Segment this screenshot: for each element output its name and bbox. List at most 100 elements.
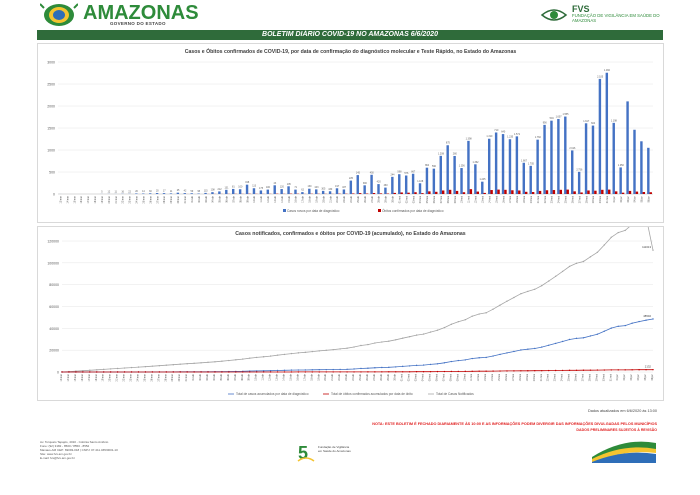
x-tick-label: 06/jun	[651, 373, 654, 380]
bar-data-label: 100	[238, 186, 243, 189]
x-tick-label: 04/mai	[419, 196, 422, 204]
confirmed-point	[360, 367, 362, 370]
bar-data-label: 1.362	[473, 161, 480, 164]
x-tick-label: 02/mai	[405, 196, 408, 204]
deaths-point	[506, 370, 508, 372]
bar-data-label: 225	[349, 177, 354, 180]
bar-deaths	[421, 193, 424, 194]
x-tick-label: 18/abr	[310, 374, 313, 381]
x-tick-label: 02/abr	[198, 196, 201, 203]
deaths-point	[151, 371, 154, 373]
x-tick-label: 29/mar	[171, 374, 174, 382]
x-tick-label: 27/abr	[371, 196, 374, 203]
eye-icon	[540, 9, 568, 21]
x-tick-label: 30/abr	[394, 374, 397, 381]
x-tick-label: 13/mai	[481, 196, 484, 204]
x-tick-label: 13/mai	[484, 374, 487, 382]
confirmed-point	[589, 335, 592, 337]
bar-data-label: 1.198	[611, 119, 618, 122]
bar-deaths	[614, 191, 618, 194]
bar-data-label: 197	[335, 185, 340, 188]
notified-point	[464, 319, 466, 321]
x-tick-label: 21/abr	[331, 374, 334, 381]
bar-data-label: 100	[266, 186, 271, 189]
end-value-label: 2132	[645, 365, 652, 369]
x-tick-label: 03/mai	[415, 374, 418, 382]
notified-point	[82, 369, 84, 372]
x-tick-label: 23/mai	[554, 374, 557, 382]
bar-cases	[619, 167, 622, 194]
x-tick-label: 18/mar	[94, 196, 97, 204]
x-tick-label: 07/mai	[440, 196, 443, 204]
bar-deaths	[476, 191, 479, 194]
bar-deaths	[628, 190, 632, 194]
x-tick-label: 18/abr	[309, 196, 312, 203]
y-tick-label: 60000	[49, 305, 59, 309]
x-tick-label: 30/mar	[178, 374, 181, 382]
x-tick-label: 05/mai	[426, 196, 429, 204]
bar-data-label: 145	[356, 172, 361, 175]
deaths-point	[255, 371, 258, 373]
bar-cases	[418, 183, 422, 194]
fvs-5-years-logo: 5 Fundação de Vigilância em Saúde do Ama…	[296, 443, 356, 463]
confirmed-point	[255, 370, 258, 372]
bar-data-label: 640	[501, 131, 506, 134]
x-tick-label: 18/mai	[516, 196, 519, 204]
x-tick-label: 20/mar	[109, 374, 112, 382]
notified-point	[311, 350, 314, 353]
bar-cases	[571, 150, 574, 194]
x-tick-label: 20/mai	[533, 374, 536, 382]
notified-line	[61, 215, 654, 373]
deaths-point	[554, 369, 557, 372]
x-tick-label: 30/mai	[602, 374, 605, 382]
bar-deaths	[552, 190, 556, 194]
x-tick-label: 14/abr	[282, 374, 285, 381]
bar-data-label: 1.555	[562, 113, 569, 116]
confirmed-point	[408, 365, 411, 367]
bar-cases	[308, 188, 311, 194]
bar-cases	[169, 193, 173, 194]
confirmed-point	[492, 355, 494, 357]
bar-deaths	[608, 189, 611, 194]
confirmed-point	[638, 320, 640, 323]
bar-cases	[564, 116, 567, 194]
bar-data-label: 62	[301, 189, 304, 192]
notified-point	[575, 262, 578, 265]
deaths-point	[443, 370, 446, 373]
bar-deaths	[621, 192, 625, 194]
bar-data-label: 1.705	[528, 162, 535, 165]
bar-cases	[467, 140, 470, 194]
notified-point	[506, 300, 508, 302]
x-tick-label: 09/abr	[246, 196, 249, 203]
notified-point	[457, 320, 460, 323]
bar-deaths	[462, 192, 466, 194]
x-tick-label: 01/abr	[192, 374, 195, 381]
notified-point	[561, 270, 564, 273]
bar-cases	[266, 189, 270, 194]
deaths-point	[478, 370, 480, 372]
x-tick-label: 31/mar	[185, 374, 188, 382]
confirmed-point	[429, 363, 432, 366]
x-tick-label: 29/mar	[170, 196, 173, 204]
deaths-point	[395, 371, 397, 373]
x-tick-label: 24/mai	[558, 196, 561, 204]
bar-cases	[211, 192, 214, 194]
bar-data-label: 1.617	[583, 120, 590, 123]
x-tick-label: 17/mai	[512, 374, 515, 382]
bar-data-label: 20	[135, 190, 138, 193]
confirmed-point	[603, 330, 606, 332]
deaths-point	[610, 369, 612, 371]
bar-cases	[204, 192, 207, 194]
y-tick-label: 100000	[47, 261, 59, 265]
deaths-point	[596, 369, 599, 371]
bar-deaths	[469, 189, 473, 194]
confirmed-point	[652, 318, 654, 320]
bar-deaths	[490, 190, 493, 194]
notified-point	[158, 364, 161, 367]
x-tick-label: 24/mar	[136, 374, 139, 382]
deaths-point	[68, 371, 70, 373]
confirmed-point	[561, 340, 564, 343]
x-tick-label: 27/mai	[578, 196, 581, 204]
deaths-point	[457, 370, 460, 373]
confirmed-point	[339, 368, 341, 371]
